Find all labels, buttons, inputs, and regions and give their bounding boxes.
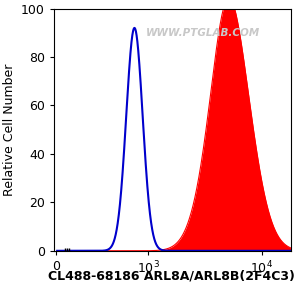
Text: CL488-68186 ARL8A/ARL8B(2F4C3): CL488-68186 ARL8A/ARL8B(2F4C3): [48, 269, 294, 282]
Y-axis label: Relative Cell Number: Relative Cell Number: [2, 64, 16, 196]
Text: WWW.PTGLAB.COM: WWW.PTGLAB.COM: [146, 28, 260, 38]
